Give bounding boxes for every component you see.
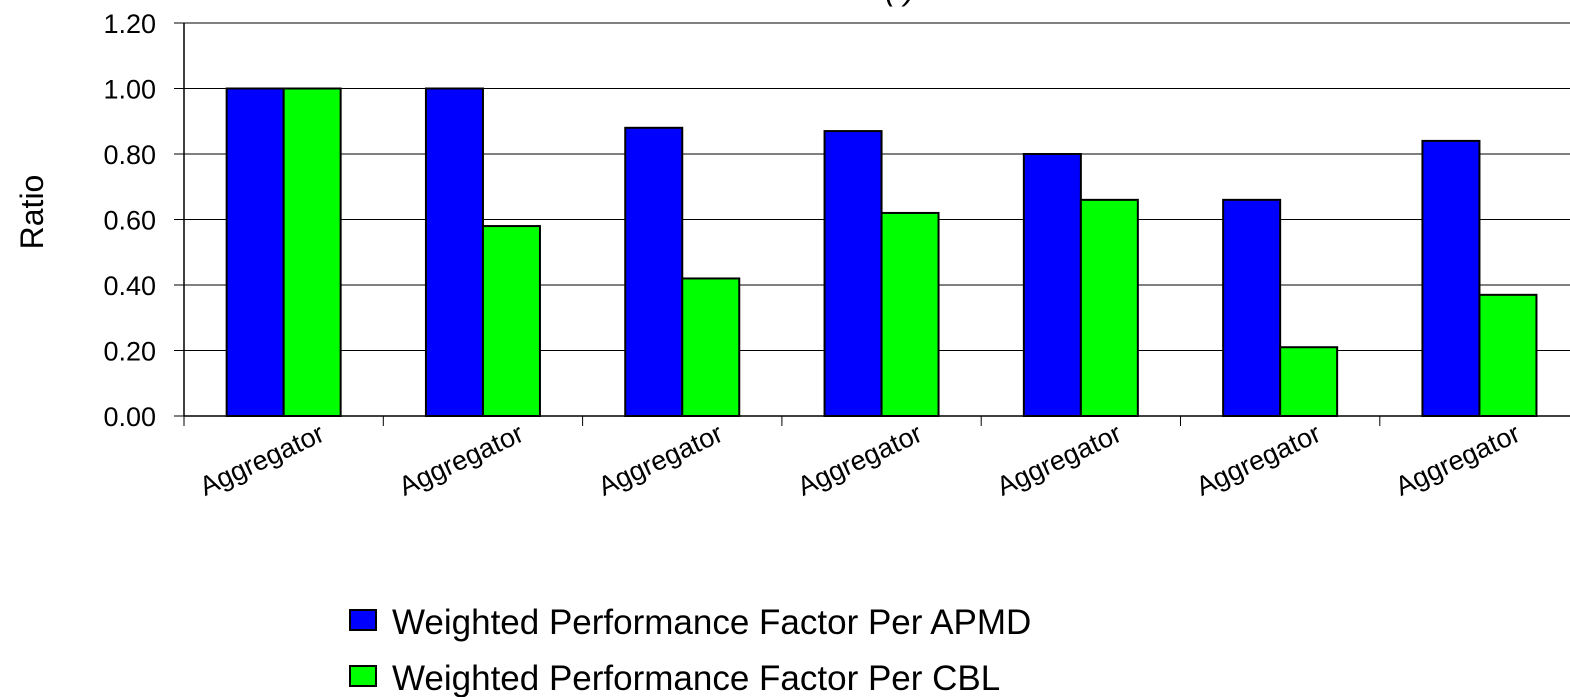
x-tick-labels: Aggregator Aggregator Aggregator Aggregator… bbox=[195, 418, 1525, 502]
bar-apmd bbox=[1022, 153, 1082, 417]
y-axis-title: Ratio bbox=[14, 175, 50, 250]
bar-cbl bbox=[681, 277, 741, 418]
bar-apmd bbox=[424, 87, 484, 417]
bar-apmd bbox=[225, 87, 285, 417]
chart-title: ( ) bbox=[885, 0, 915, 7]
x-tick-label: Aggregator bbox=[1191, 418, 1325, 502]
y-tick-label: 0.80 bbox=[103, 140, 156, 170]
bar-apmd bbox=[624, 126, 684, 418]
bar-cbl bbox=[1279, 346, 1339, 418]
x-tick-label: Aggregator bbox=[992, 418, 1126, 502]
bar-cbl bbox=[282, 87, 342, 417]
legend-label-apmd: Weighted Performance Factor Per APMD bbox=[392, 603, 1031, 642]
legend: Weighted Performance Factor Per APMD Weig… bbox=[349, 603, 1031, 697]
bar-apmd bbox=[1421, 139, 1481, 417]
bar-cbl bbox=[481, 225, 541, 417]
y-tick-label: 0.20 bbox=[103, 337, 156, 367]
y-tick-label: 0.60 bbox=[103, 206, 156, 236]
x-tick-label: Aggregator bbox=[1391, 418, 1525, 502]
axes bbox=[174, 22, 1570, 426]
x-tick-label: Aggregator bbox=[594, 418, 728, 502]
legend-swatch-apmd bbox=[349, 609, 377, 631]
bar-cbl bbox=[1079, 198, 1139, 417]
x-tick-label: Aggregator bbox=[195, 418, 329, 502]
legend-label-cbl: Weighted Performance Factor Per CBL bbox=[392, 659, 1000, 697]
bars bbox=[225, 87, 1538, 418]
bar-cbl bbox=[1478, 293, 1538, 418]
y-tick-label: 1.20 bbox=[103, 9, 156, 39]
y-tick-label: 1.00 bbox=[103, 75, 156, 105]
y-tick-label: 0.00 bbox=[103, 402, 156, 432]
y-tick-label: 0.40 bbox=[103, 271, 156, 301]
legend-swatch-cbl bbox=[349, 665, 377, 687]
bar-apmd bbox=[823, 130, 883, 417]
x-tick-label: Aggregator bbox=[793, 418, 927, 502]
bar-cbl bbox=[880, 211, 940, 417]
bar-apmd bbox=[1222, 198, 1282, 417]
x-tick-label: Aggregator bbox=[394, 418, 528, 502]
y-tick-labels: 0.00 0.20 0.40 0.60 0.80 1.00 1.20 bbox=[103, 9, 156, 432]
